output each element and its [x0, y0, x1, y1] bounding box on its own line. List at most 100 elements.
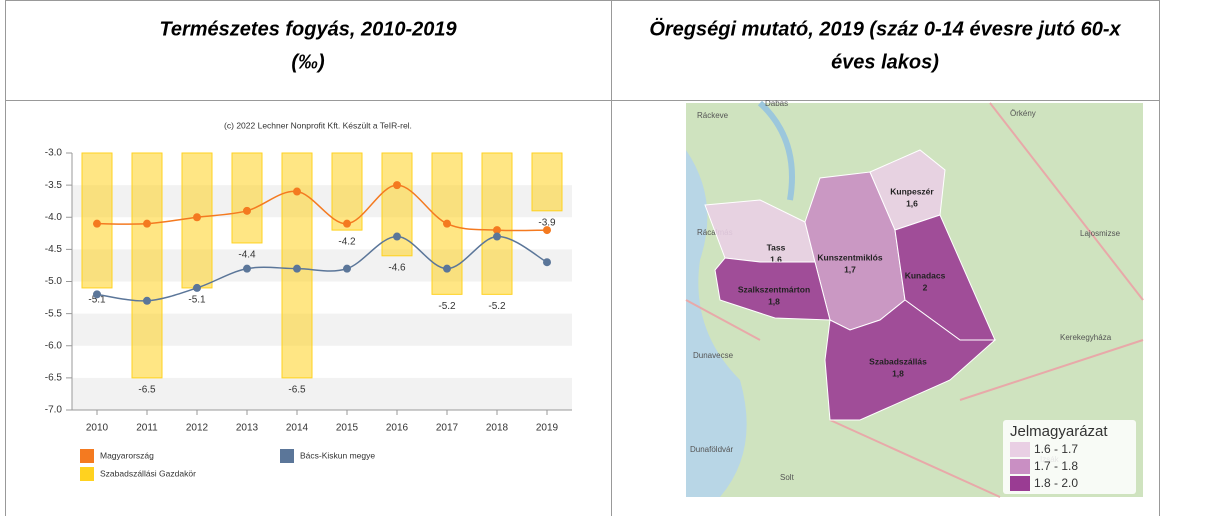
region-value: 1,6	[770, 254, 782, 264]
line	[96, 235, 548, 302]
y-tick-label: -4.0	[45, 212, 63, 223]
region-name: Kunszentmiklós	[817, 252, 882, 262]
legend-label: Magyarország	[100, 450, 154, 460]
place-label: Kerekegyháza	[1060, 333, 1112, 342]
place-label: Ráckeve	[697, 111, 729, 120]
data-label: -4.4	[238, 250, 256, 261]
bar	[331, 152, 363, 231]
data-label: -4.6	[388, 262, 406, 273]
marker	[543, 258, 551, 267]
x-tick-label: 2015	[336, 423, 359, 434]
marker	[443, 219, 451, 228]
legend-label: Bács-Kiskun megye	[300, 450, 375, 460]
y-tick-label: -7.0	[45, 405, 63, 416]
y-tick-label: -3.0	[45, 148, 63, 159]
marker	[343, 219, 351, 228]
data-label: -4.2	[338, 237, 356, 248]
region-value: 1,8	[892, 368, 904, 378]
data-label: -5.2	[438, 301, 456, 312]
place-label: Dunavecse	[693, 351, 734, 360]
x-tick-label: 2018	[486, 423, 509, 434]
legend-box	[1003, 420, 1136, 494]
region-name: Szalkszentmárton	[738, 284, 810, 294]
legend-label: Szabadszállási Gazdakör	[100, 468, 196, 478]
place-label: Lajosmizse	[1080, 229, 1121, 238]
x-tick-label: 2016	[386, 423, 409, 434]
marker	[393, 232, 401, 241]
marker	[193, 213, 201, 222]
x-tick-label: 2017	[436, 423, 459, 434]
place-label: Örkény	[1010, 109, 1036, 118]
x-tick-label: 2011	[136, 423, 158, 434]
bar	[131, 152, 163, 379]
marker	[393, 181, 401, 190]
marker	[493, 232, 501, 241]
region-value: 1,6	[906, 198, 918, 208]
place-label: Solt	[780, 473, 795, 482]
x-tick-label: 2019	[536, 423, 559, 434]
marker	[543, 226, 551, 235]
line	[96, 184, 548, 232]
chart: -3.0 -3.5 -4.0 -4.5 -5.0 -5.5 -6.0 -6.5 -7.0 2010…	[45, 148, 572, 481]
y-tick-label: -6.5	[45, 373, 63, 384]
marker	[243, 206, 251, 215]
y-tick-label: -5.0	[45, 276, 63, 287]
place-label: Dabas	[765, 99, 788, 108]
region-name: Kunpeszér	[890, 186, 934, 196]
marker	[143, 296, 151, 305]
data-label: -3.9	[538, 217, 556, 228]
region-value: 1,7	[844, 264, 856, 274]
x-tick-label: 2010	[86, 423, 109, 434]
region-value: 2	[923, 282, 928, 292]
data-label: -6.5	[288, 385, 306, 396]
marker	[293, 264, 301, 273]
marker	[143, 219, 151, 228]
plot-band	[72, 377, 572, 410]
legend-swatch	[1010, 442, 1030, 457]
legend-swatch	[1010, 459, 1030, 474]
credit: (c) 2022 Lechner Nonprofit Kft. Készült …	[224, 120, 412, 130]
legend-swatch	[80, 449, 94, 463]
marker	[493, 226, 501, 235]
region	[714, 257, 831, 321]
region-value: 1,8	[768, 296, 780, 306]
x-tick-label: 2012	[186, 423, 209, 434]
region-name: Szabadszállás	[869, 356, 927, 366]
table-borders	[5, 0, 1160, 516]
marker	[93, 290, 101, 299]
legend-label: 1.8 - 2.0	[1034, 476, 1078, 490]
region-name: Kunadacs	[905, 270, 946, 280]
x-tick-label: 2013	[236, 423, 259, 434]
y-tick-label: -5.5	[45, 308, 63, 319]
header: Öregségi mutató, 2019 (száz 0-14 évesre …	[649, 17, 1121, 40]
map: Dabas Ráckeve Örkény Rácalmás Lajosmizse Duna…	[685, 99, 1144, 498]
marker	[443, 264, 451, 273]
y-tick-label: -4.5	[45, 244, 63, 255]
marker	[243, 264, 251, 273]
x-tick-label: 2014	[286, 423, 309, 434]
data-label: -5.1	[188, 295, 206, 306]
region-name: Tass	[767, 242, 786, 252]
y-tick-label: -6.0	[45, 340, 63, 351]
marker	[93, 219, 101, 228]
marker	[193, 283, 201, 292]
legend-label: 1.6 - 1.7	[1034, 442, 1078, 456]
marker	[343, 264, 351, 273]
legend-swatch	[280, 449, 294, 463]
header: (‰)	[291, 51, 325, 73]
data-label: -6.5	[138, 385, 156, 396]
marker	[293, 187, 301, 196]
legend-swatch	[1010, 476, 1030, 491]
river	[686, 150, 747, 497]
region	[869, 149, 946, 231]
bar	[531, 152, 563, 212]
bar	[481, 152, 513, 295]
region	[824, 299, 997, 421]
legend-label: 1.7 - 1.8	[1034, 459, 1078, 473]
data-label: -5.1	[88, 295, 106, 306]
road	[685, 102, 1144, 498]
place-label: Dunaföldvár	[690, 445, 733, 454]
legend-title: Jelmagyarázat	[1010, 423, 1108, 440]
legend-swatch	[80, 467, 94, 481]
